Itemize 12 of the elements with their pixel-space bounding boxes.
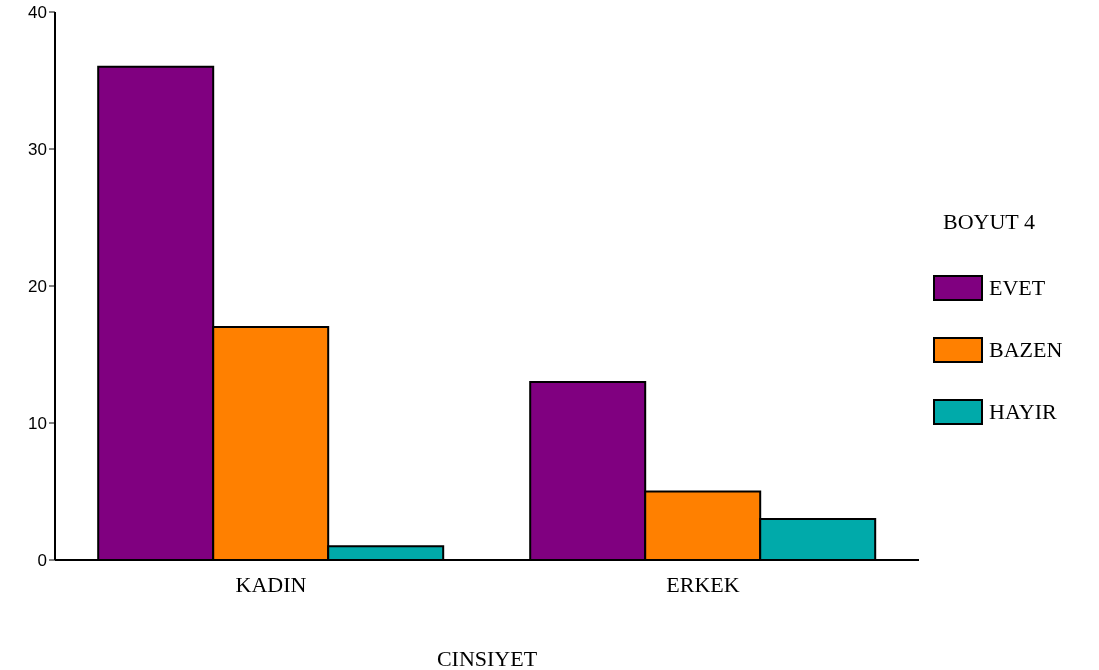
legend-label: HAYIR [989,399,1057,425]
y-tick-label: 30 [28,140,47,160]
y-tick-label: 10 [28,414,47,434]
x-axis-title: CINSIYET [436,646,538,670]
y-tick-label: 20 [28,277,47,297]
legend-label: EVET [989,275,1046,301]
y-tick-label: 40 [28,3,47,23]
y-tick-label: 0 [37,551,47,571]
legend-title: BOYUT 4 [943,209,1036,235]
legend-label: BAZEN [989,337,1063,363]
x-tick-label: KADIN [235,571,307,597]
x-tick-label: ERKEK [666,571,740,597]
